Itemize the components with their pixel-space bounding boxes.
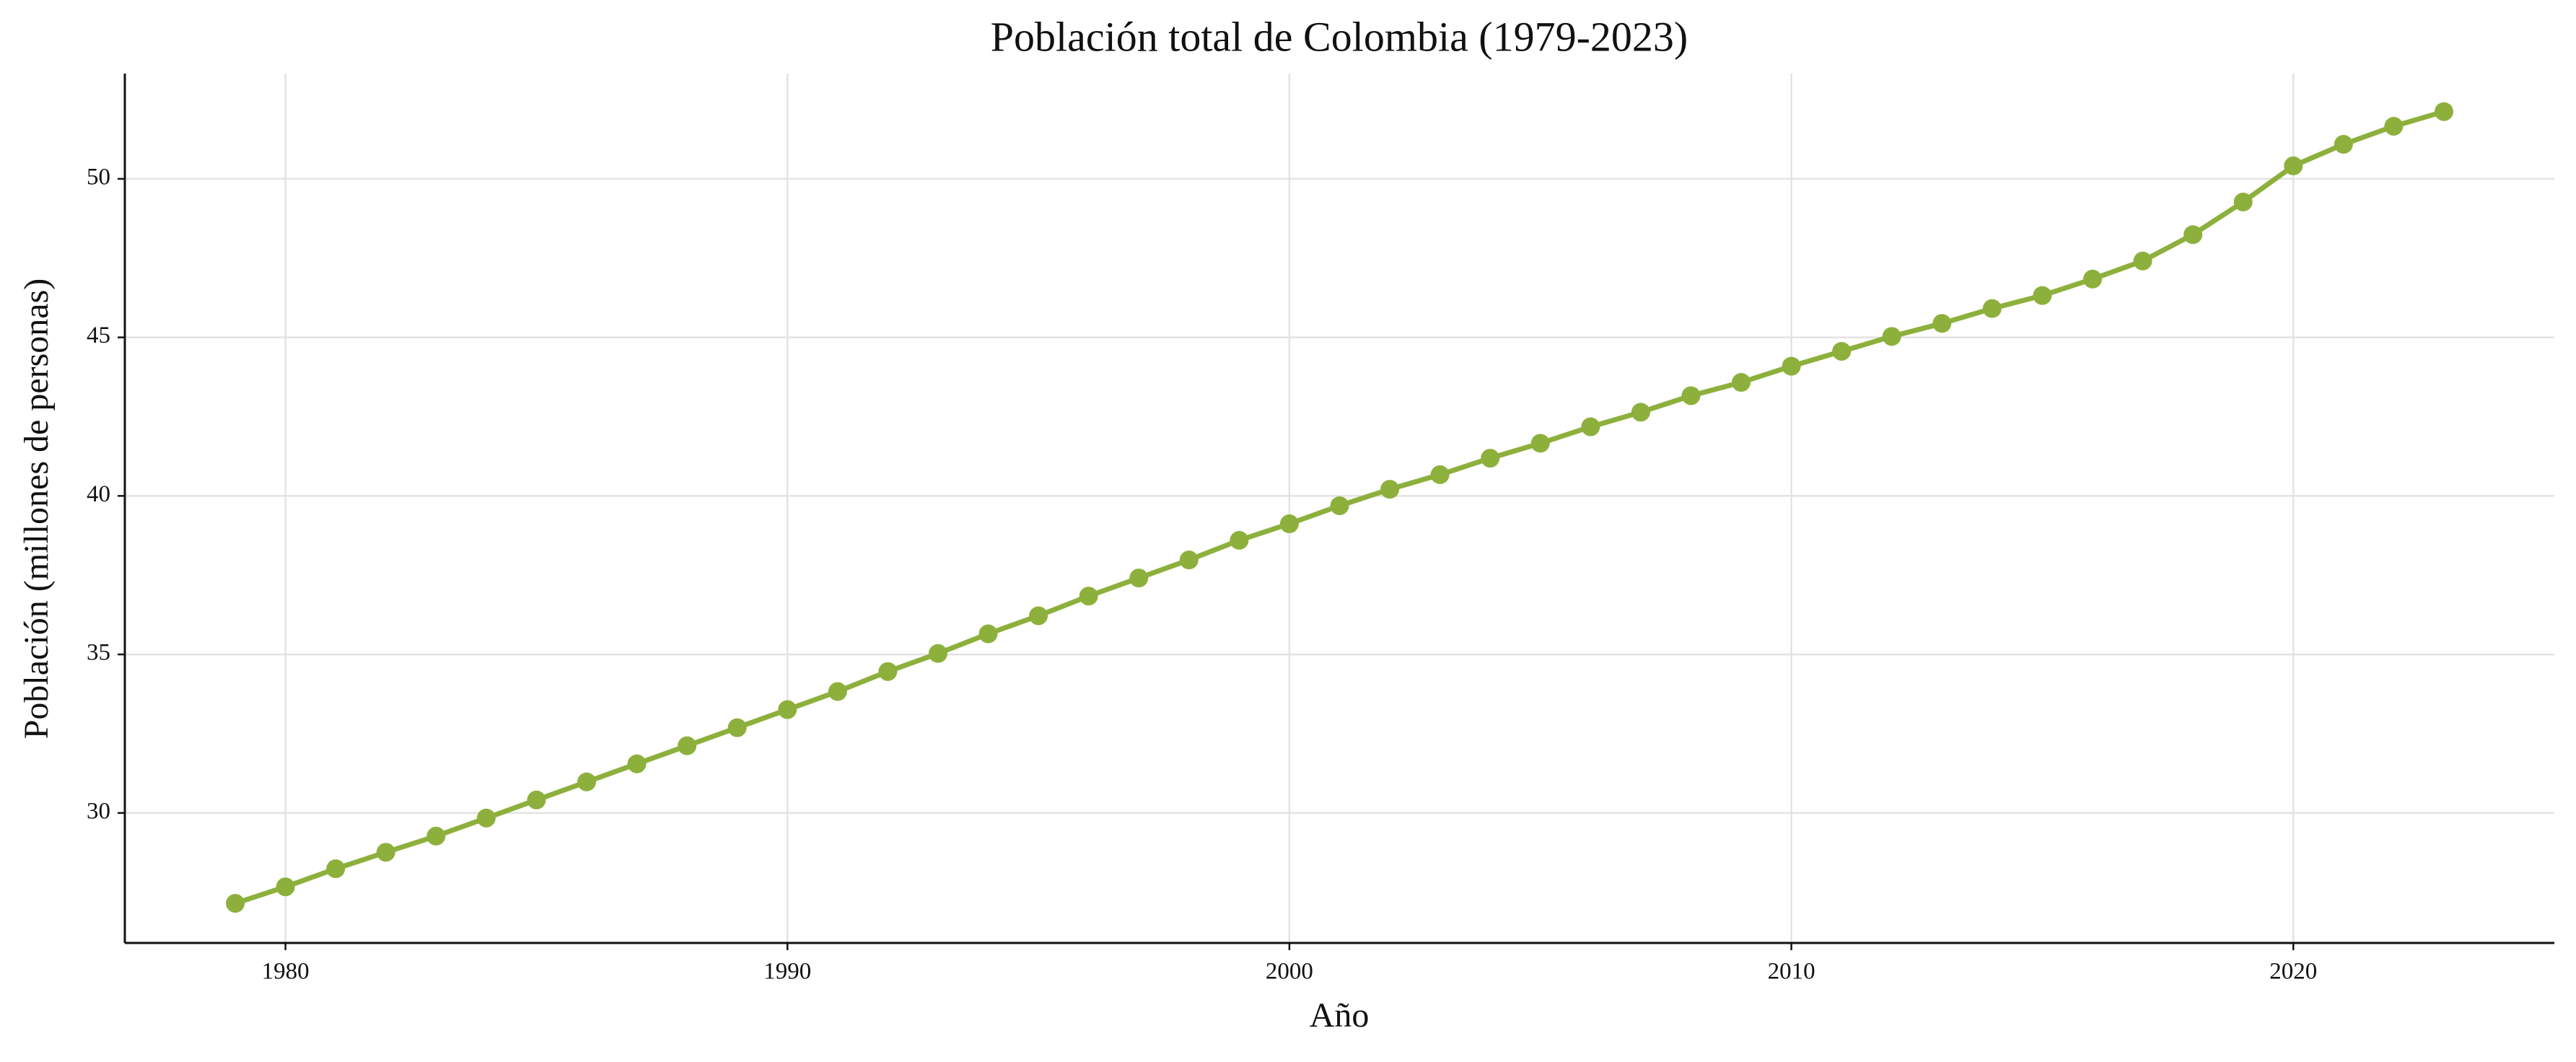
data-point xyxy=(1530,434,1550,453)
data-point xyxy=(928,644,947,663)
data-point xyxy=(2284,156,2303,175)
y-tick-label: 45 xyxy=(87,322,110,348)
data-point xyxy=(1481,449,1500,468)
data-point xyxy=(476,808,496,828)
data-point xyxy=(376,843,395,862)
data-point xyxy=(1932,314,1952,333)
x-tick-label: 2010 xyxy=(1768,959,1815,985)
data-point xyxy=(1882,327,1901,346)
data-point xyxy=(1029,606,1048,626)
data-point xyxy=(1732,373,1751,392)
data-point xyxy=(678,736,697,755)
data-point xyxy=(1179,550,1199,570)
data-point xyxy=(627,754,647,773)
x-axis-label: Año xyxy=(1310,996,1370,1035)
y-tick-label: 40 xyxy=(87,481,110,507)
data-point xyxy=(577,772,597,791)
data-point xyxy=(527,790,546,809)
x-tick-label: 2020 xyxy=(2269,959,2317,985)
data-point xyxy=(878,662,898,681)
data-point xyxy=(1782,356,1801,376)
data-point xyxy=(2334,134,2353,154)
y-tick-label: 50 xyxy=(87,164,110,190)
y-tick-label: 30 xyxy=(87,798,110,824)
x-tick-label: 1990 xyxy=(763,959,811,985)
data-point xyxy=(2033,286,2052,305)
data-point xyxy=(1380,480,1400,499)
data-point xyxy=(1330,496,1349,515)
data-point xyxy=(426,826,446,846)
x-tick-label: 1980 xyxy=(262,959,310,985)
data-point xyxy=(226,894,245,913)
data-point xyxy=(2233,192,2253,211)
data-point xyxy=(1129,569,1149,588)
data-point xyxy=(1631,403,1650,422)
data-point xyxy=(828,682,847,701)
data-point xyxy=(2082,269,2102,289)
x-tick-label: 2000 xyxy=(1266,959,1313,985)
data-point xyxy=(276,877,295,897)
data-point xyxy=(727,718,747,737)
data-point xyxy=(326,859,346,879)
data-point xyxy=(2183,225,2203,245)
data-point xyxy=(1430,465,1450,484)
data-point xyxy=(1279,514,1299,534)
data-point xyxy=(1832,341,1852,361)
y-axis-label: Población (millones de personas) xyxy=(17,278,56,740)
data-point xyxy=(1982,299,2002,318)
data-point xyxy=(2133,251,2152,271)
data-point xyxy=(1581,417,1600,436)
chart-title: Población total de Colombia (1979-2023) xyxy=(991,13,1688,60)
data-point xyxy=(978,624,998,644)
data-point xyxy=(2384,116,2404,136)
data-point xyxy=(2434,102,2453,121)
data-point xyxy=(778,700,797,719)
data-point xyxy=(1681,386,1701,405)
data-point xyxy=(1230,530,1249,550)
y-tick-label: 35 xyxy=(87,640,110,666)
data-point xyxy=(1079,587,1098,606)
